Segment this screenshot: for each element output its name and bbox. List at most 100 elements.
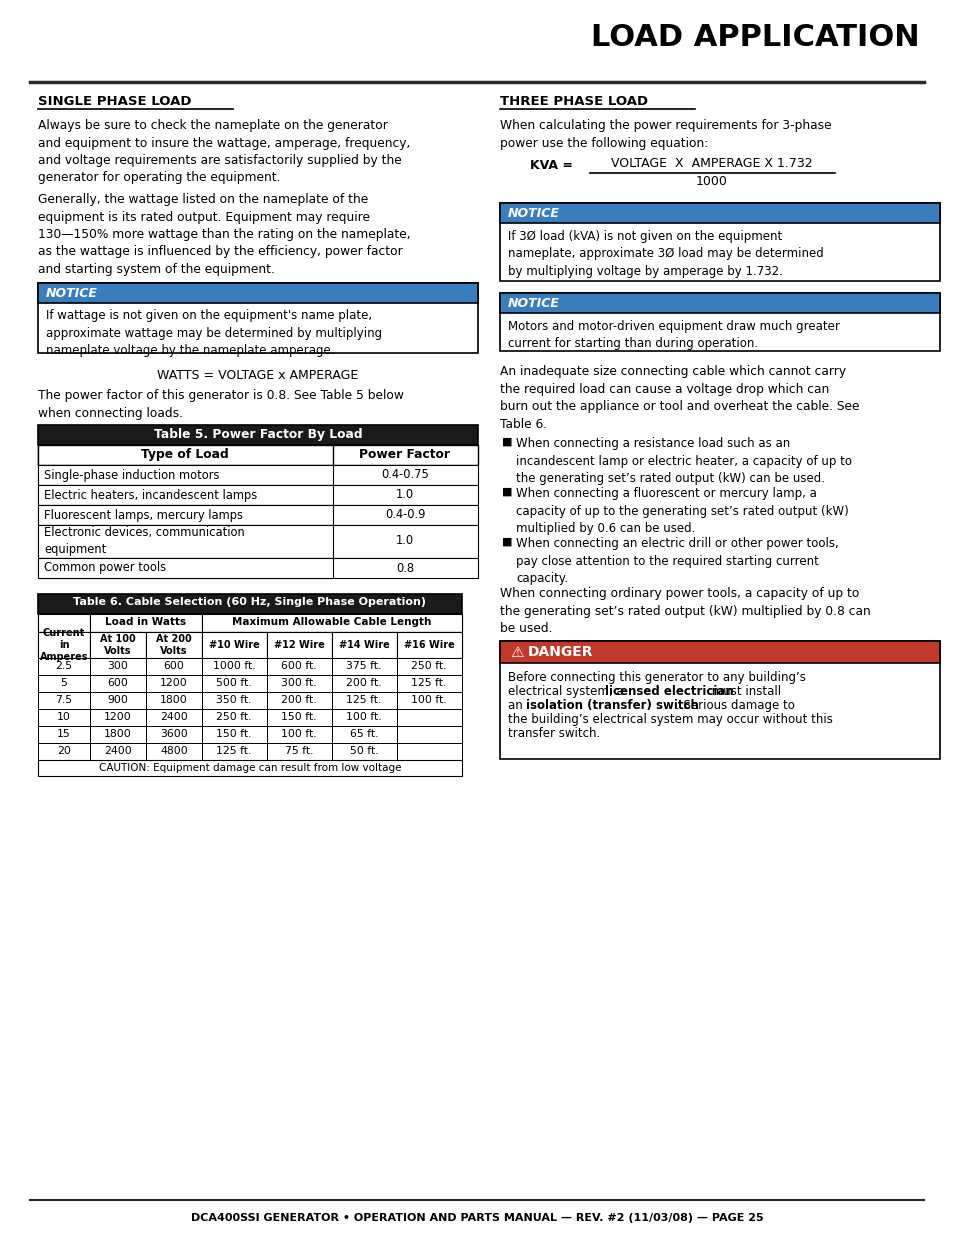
Text: 65 ft.: 65 ft. <box>350 729 377 739</box>
Bar <box>38 632 90 658</box>
Text: If wattage is not given on the equipment's name plate,
approximate wattage may b: If wattage is not given on the equipment… <box>46 309 382 357</box>
Text: an: an <box>507 699 526 713</box>
Bar <box>38 692 90 709</box>
Bar <box>499 203 939 224</box>
Bar <box>396 632 461 658</box>
Bar <box>202 726 267 743</box>
Text: . Serious damage to: . Serious damage to <box>676 699 794 713</box>
Text: 125 ft.: 125 ft. <box>346 695 381 705</box>
Text: Type of Load: Type of Load <box>141 448 229 461</box>
Bar <box>38 760 461 776</box>
Bar <box>499 641 939 760</box>
Bar <box>38 525 477 558</box>
Bar <box>38 505 333 525</box>
Text: 2400: 2400 <box>104 746 132 756</box>
Text: If 3Ø load (kVA) is not given on the equipment
nameplate, approximate 3Ø load ma: If 3Ø load (kVA) is not given on the equ… <box>507 230 822 278</box>
Bar <box>38 525 333 558</box>
Bar <box>499 203 939 224</box>
Text: NOTICE: NOTICE <box>507 296 559 310</box>
Text: DANGER: DANGER <box>527 645 593 659</box>
Text: 600 ft.: 600 ft. <box>281 661 316 671</box>
Text: 50 ft.: 50 ft. <box>350 746 378 756</box>
Bar <box>202 632 267 658</box>
Text: 1.0: 1.0 <box>395 535 414 547</box>
Text: KVA =: KVA = <box>530 159 573 172</box>
Bar <box>90 632 146 658</box>
Text: CAUTION: Equipment damage can result from low voltage: CAUTION: Equipment damage can result fro… <box>99 763 401 773</box>
Bar <box>38 485 333 505</box>
Text: SINGLE PHASE LOAD: SINGLE PHASE LOAD <box>38 95 192 107</box>
Text: 20: 20 <box>57 746 71 756</box>
Text: LOAD APPLICATION: LOAD APPLICATION <box>591 23 919 52</box>
Text: 250 ft.: 250 ft. <box>411 661 446 671</box>
Text: Generally, the wattage listed on the nameplate of the
equipment is its rated out: Generally, the wattage listed on the nam… <box>38 193 410 275</box>
Bar <box>202 614 461 632</box>
Bar <box>396 743 461 760</box>
Text: DCA400SSI GENERATOR • OPERATION AND PARTS MANUAL — REV. #2 (11/03/08) — PAGE 25: DCA400SSI GENERATOR • OPERATION AND PART… <box>191 1213 762 1223</box>
Text: isolation (transfer) switch: isolation (transfer) switch <box>525 699 699 713</box>
Bar <box>499 293 939 312</box>
Text: At 200
Volts: At 200 Volts <box>156 635 192 656</box>
Text: 1800: 1800 <box>160 695 188 705</box>
Text: Power Factor: Power Factor <box>359 448 450 461</box>
Text: #12 Wire: #12 Wire <box>274 640 324 650</box>
Text: 900: 900 <box>108 695 129 705</box>
Text: 75 ft.: 75 ft. <box>284 746 313 756</box>
Bar <box>38 726 461 743</box>
Bar <box>332 676 396 692</box>
Text: 3600: 3600 <box>160 729 188 739</box>
Bar <box>38 658 461 676</box>
Bar <box>38 283 477 353</box>
Bar <box>267 709 332 726</box>
Bar <box>90 726 146 743</box>
Bar <box>146 692 202 709</box>
Text: 1800: 1800 <box>104 729 132 739</box>
Text: 1000 ft.: 1000 ft. <box>213 661 255 671</box>
Text: 2400: 2400 <box>160 713 188 722</box>
Bar <box>499 641 939 663</box>
Bar <box>202 658 267 676</box>
Text: Electric heaters, incandescent lamps: Electric heaters, incandescent lamps <box>44 489 257 501</box>
Bar <box>38 283 477 303</box>
Bar <box>38 726 90 743</box>
Text: 150 ft.: 150 ft. <box>216 729 252 739</box>
Bar <box>499 293 939 351</box>
Bar <box>332 658 396 676</box>
Bar <box>38 466 333 485</box>
Bar <box>332 709 396 726</box>
Bar <box>499 203 939 282</box>
Text: The power factor of this generator is 0.8. See Table 5 below
when connecting loa: The power factor of this generator is 0.… <box>38 389 403 420</box>
Text: 1200: 1200 <box>104 713 132 722</box>
Text: When connecting ordinary power tools, a capacity of up to
the generating set’s r: When connecting ordinary power tools, a … <box>499 587 870 635</box>
Bar <box>396 726 461 743</box>
Text: 7.5: 7.5 <box>55 695 72 705</box>
Text: 300: 300 <box>108 661 129 671</box>
Bar <box>90 658 146 676</box>
Text: Common power tools: Common power tools <box>44 562 166 574</box>
Text: When connecting a fluorescent or mercury lamp, a
capacity of up to the generatin: When connecting a fluorescent or mercury… <box>516 487 848 535</box>
Text: Electronic devices, communication
equipment: Electronic devices, communication equipm… <box>44 526 245 556</box>
Text: 0.4-0.9: 0.4-0.9 <box>384 509 425 521</box>
Bar <box>38 445 477 466</box>
Text: 250 ft.: 250 ft. <box>216 713 252 722</box>
Text: When calculating the power requirements for 3-phase
power use the following equa: When calculating the power requirements … <box>499 119 831 149</box>
Bar <box>38 676 90 692</box>
Text: Table 5. Power Factor By Load: Table 5. Power Factor By Load <box>153 429 362 441</box>
Bar <box>267 743 332 760</box>
Text: 100 ft.: 100 ft. <box>411 695 446 705</box>
Text: 500 ft.: 500 ft. <box>216 678 252 688</box>
Bar <box>146 658 202 676</box>
Text: 375 ft.: 375 ft. <box>346 661 381 671</box>
Bar <box>38 614 461 632</box>
Bar <box>38 594 461 614</box>
Text: Current
in
Amperes: Current in Amperes <box>40 629 89 662</box>
Bar <box>267 632 332 658</box>
Bar <box>146 676 202 692</box>
Text: 1000: 1000 <box>696 175 727 188</box>
Bar <box>267 658 332 676</box>
Text: NOTICE: NOTICE <box>507 207 559 220</box>
Text: WATTS = VOLTAGE x AMPERAGE: WATTS = VOLTAGE x AMPERAGE <box>157 369 358 382</box>
Text: Before connecting this generator to any building’s: Before connecting this generator to any … <box>507 671 805 684</box>
Bar <box>38 676 461 692</box>
Bar <box>38 743 461 760</box>
